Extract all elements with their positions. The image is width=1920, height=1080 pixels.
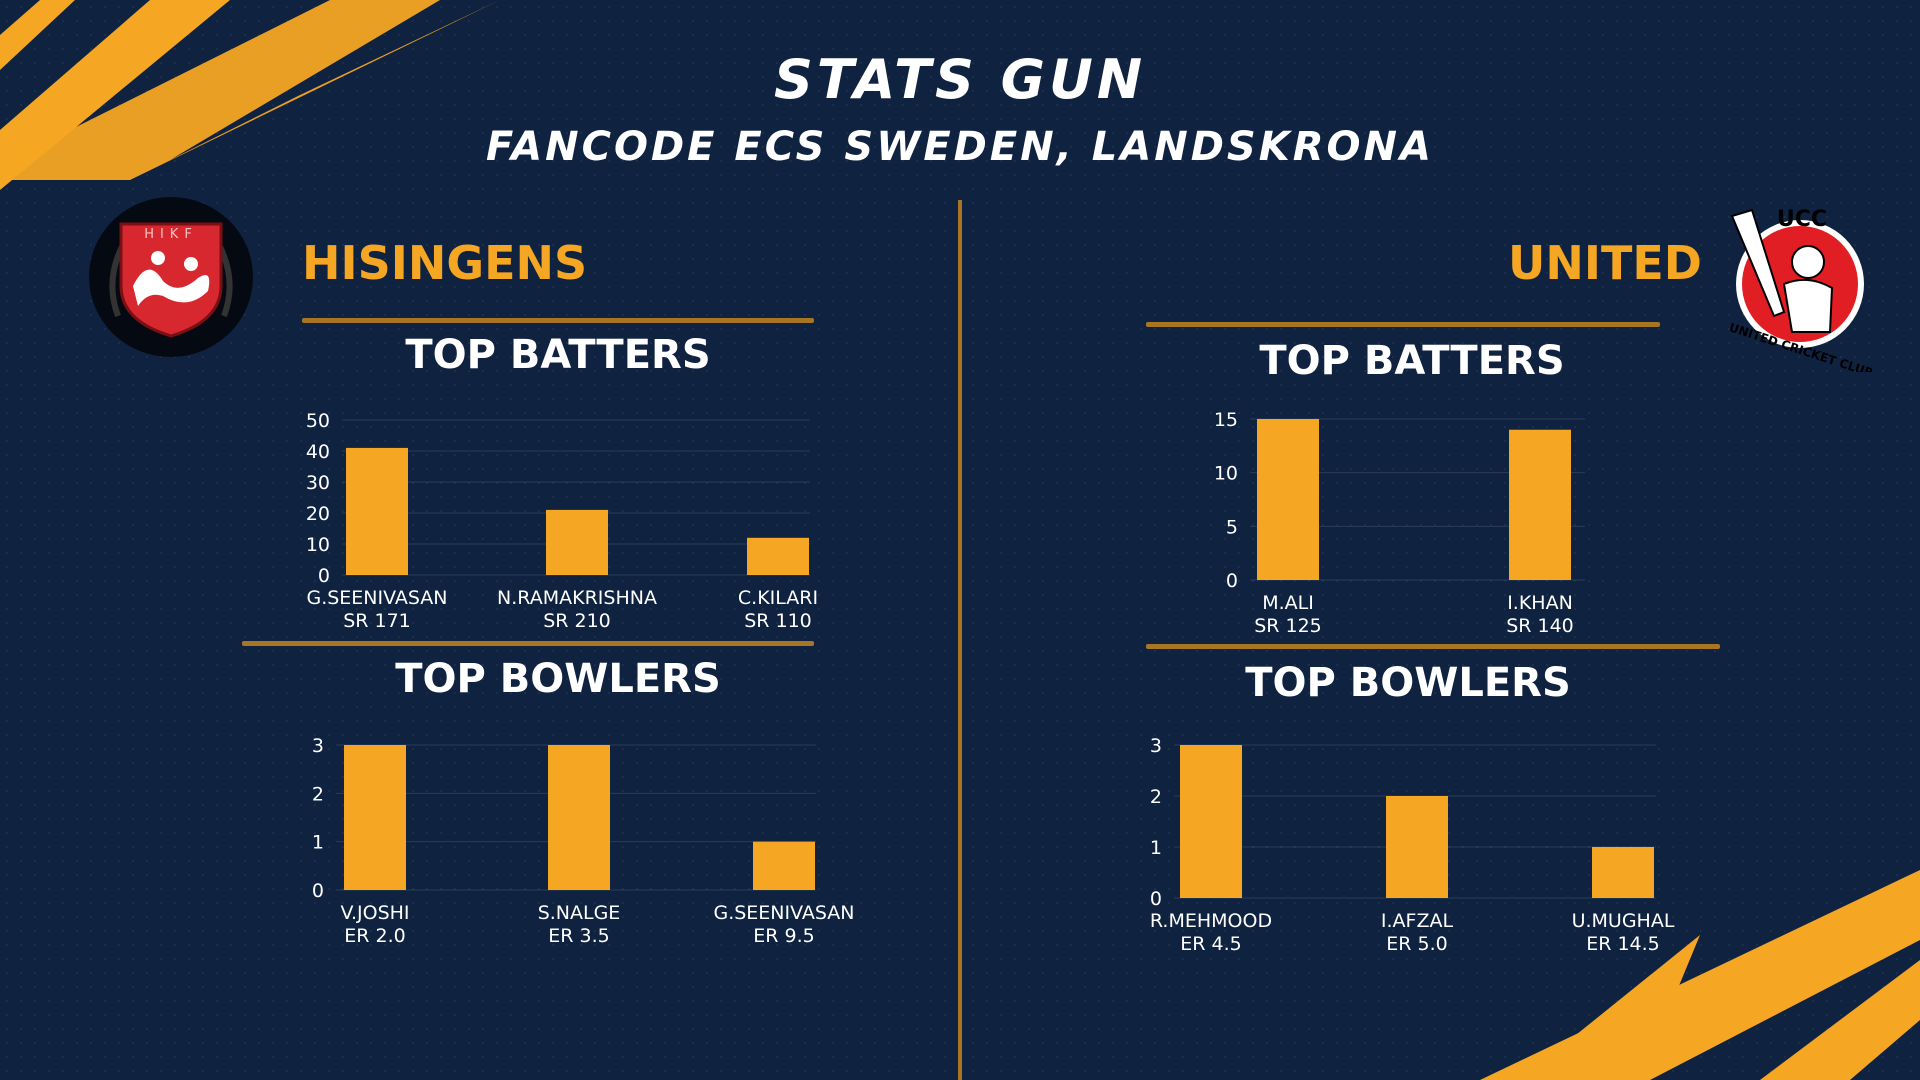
left-mid-rule xyxy=(242,641,814,646)
y-tick-label: 30 xyxy=(306,472,330,494)
x-category-label: U.MUGHAL xyxy=(1572,910,1675,932)
bar xyxy=(548,745,610,890)
y-tick-label: 1 xyxy=(1150,837,1162,859)
y-tick-label: 2 xyxy=(1150,786,1162,808)
bar xyxy=(1386,796,1448,898)
bar xyxy=(1257,419,1319,580)
right-batters-title: TOP BATTERS xyxy=(1259,338,1565,384)
page-subtitle: FANCODE ECS SWEDEN, LANDSKRONA xyxy=(486,124,1434,170)
y-tick-label: 0 xyxy=(312,880,324,902)
x-sublabel: ER 2.0 xyxy=(344,925,405,947)
right-top-rule xyxy=(1146,322,1660,327)
y-tick-label: 10 xyxy=(1214,463,1238,485)
left-team-name: HISINGENS xyxy=(302,236,588,290)
x-sublabel: SR 210 xyxy=(543,610,611,632)
slash-bottom-right-2 xyxy=(1760,960,1920,1080)
shield-icon xyxy=(119,222,223,338)
united-logo-text: UCC xyxy=(1777,207,1827,232)
x-category-label: V.JOSHI xyxy=(340,902,409,924)
x-sublabel: ER 9.5 xyxy=(753,925,814,947)
page-title: STATS GUN xyxy=(773,48,1147,111)
slash-bottom-right-3 xyxy=(1520,935,1700,1080)
x-category-label: I.AFZAL xyxy=(1381,910,1454,932)
left-bowlers-title: TOP BOWLERS xyxy=(395,656,721,702)
hisingens-logo: HIKF xyxy=(89,197,253,357)
x-category-label: R.MEHMOOD xyxy=(1150,910,1272,932)
y-tick-label: 0 xyxy=(1226,570,1238,592)
y-tick-label: 50 xyxy=(306,410,330,432)
x-category-label: M.ALI xyxy=(1262,592,1314,614)
y-tick-label: 20 xyxy=(306,503,330,525)
x-sublabel: SR 140 xyxy=(1506,615,1574,637)
x-category-label: I.KHAN xyxy=(1507,592,1573,614)
right-mid-rule xyxy=(1146,644,1720,649)
bar xyxy=(1509,429,1571,580)
bar xyxy=(344,745,406,890)
slash-top-left-2 xyxy=(0,0,75,70)
x-sublabel: SR 171 xyxy=(343,610,411,632)
y-tick-label: 5 xyxy=(1226,516,1238,538)
bar xyxy=(753,841,815,890)
x-sublabel: ER 3.5 xyxy=(548,925,609,947)
x-category-label: C.KILARI xyxy=(738,587,818,609)
slash-top-left-3 xyxy=(0,0,500,180)
left-top-rule xyxy=(302,318,814,323)
y-tick-label: 1 xyxy=(312,832,324,854)
cricket-bat-icon xyxy=(1730,208,1786,318)
x-sublabel: ER 4.5 xyxy=(1180,933,1241,955)
y-tick-label: 3 xyxy=(1150,735,1162,757)
bar xyxy=(747,537,809,575)
center-divider xyxy=(958,200,962,1080)
right-team-name: UNITED xyxy=(1508,236,1702,290)
x-sublabel: SR 125 xyxy=(1254,615,1322,637)
bar xyxy=(546,509,608,575)
hisingens-logo-text: HIKF xyxy=(144,227,198,242)
x-category-label: N.RAMAKRISHNA xyxy=(497,587,657,609)
y-tick-label: 40 xyxy=(306,441,330,463)
y-tick-label: 10 xyxy=(306,534,330,556)
x-category-label: G.SEENIVASAN xyxy=(713,902,854,924)
right-bowlers-title: TOP BOWLERS xyxy=(1245,660,1571,706)
y-tick-label: 0 xyxy=(318,565,330,587)
x-sublabel: ER 14.5 xyxy=(1586,933,1660,955)
y-tick-label: 3 xyxy=(312,735,324,757)
y-tick-label: 0 xyxy=(1150,888,1162,910)
helmet-icon xyxy=(1791,245,1825,279)
united-logo: UCC UNITED CRICKET CLUB xyxy=(1727,207,1872,372)
bar xyxy=(1180,745,1242,898)
bar xyxy=(1592,847,1654,898)
x-sublabel: SR 110 xyxy=(744,610,812,632)
x-category-label: S.NALGE xyxy=(538,902,621,924)
x-sublabel: ER 5.0 xyxy=(1386,933,1447,955)
players-icon xyxy=(133,251,210,306)
x-category-label: G.SEENIVASAN xyxy=(306,587,447,609)
y-tick-label: 2 xyxy=(312,783,324,805)
y-tick-label: 15 xyxy=(1214,409,1238,431)
left-batters-title: TOP BATTERS xyxy=(405,332,711,378)
bar xyxy=(346,447,408,575)
batsman-icon xyxy=(1782,278,1834,333)
